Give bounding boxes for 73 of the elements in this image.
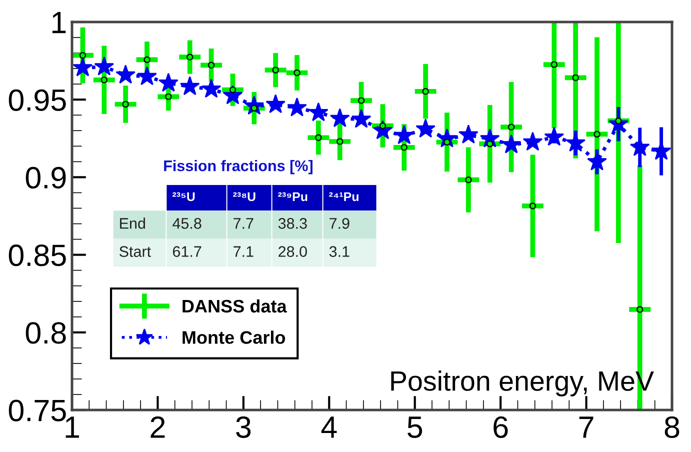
point — [330, 108, 350, 128]
annotation: Fission fractions [%] — [164, 160, 312, 174]
point — [315, 134, 322, 141]
annotation: 61.7 — [172, 246, 202, 257]
y-tick-label: 0.85 — [8, 244, 66, 266]
point — [572, 74, 579, 82]
point — [201, 78, 222, 98]
y-tick-label: 0.8 — [26, 322, 66, 344]
annotation: 3.1 — [329, 246, 350, 257]
x-tick-label: 8 — [664, 416, 680, 438]
x-tick-label: 4 — [321, 416, 337, 438]
point — [79, 52, 86, 59]
point — [272, 66, 279, 74]
x-tick-label: 7 — [579, 416, 594, 438]
point — [144, 56, 150, 64]
point — [501, 134, 522, 154]
point — [229, 86, 236, 94]
point — [444, 138, 450, 146]
point — [465, 176, 472, 184]
y-tick-label: 0.9 — [26, 166, 66, 189]
y-tick-label: 0.75 — [8, 400, 66, 422]
point — [287, 97, 307, 116]
x-tick-label: 2 — [150, 416, 165, 438]
annotation: 28.0 — [278, 246, 307, 257]
point — [594, 130, 600, 138]
point — [100, 76, 108, 84]
point — [358, 97, 365, 104]
x-tick-label: 5 — [408, 416, 422, 438]
annotation: Start — [119, 246, 151, 257]
point — [308, 102, 328, 122]
point — [94, 56, 114, 76]
x-tick-label: 3 — [236, 416, 251, 438]
point — [294, 69, 300, 76]
point — [522, 132, 543, 151]
point — [116, 64, 136, 84]
y-tick-label: 1 — [52, 12, 66, 34]
point — [208, 62, 215, 68]
annotation: ²⁴¹Pu — [329, 192, 358, 202]
legend-label: DANSS data — [182, 299, 287, 313]
point — [266, 94, 286, 114]
point — [416, 118, 436, 138]
y-tick-label: 0.95 — [8, 89, 66, 111]
point — [458, 124, 478, 144]
point — [486, 140, 494, 148]
point — [72, 57, 93, 76]
point — [400, 144, 408, 151]
annotation: 7.7 — [234, 218, 254, 229]
point — [336, 138, 344, 145]
point — [351, 108, 372, 128]
annotation: End — [120, 218, 145, 229]
point — [529, 202, 536, 210]
point — [550, 61, 558, 68]
x-tick-label: 6 — [494, 416, 508, 438]
point — [180, 76, 200, 96]
point — [544, 126, 564, 146]
point — [158, 72, 178, 92]
annotation: 7.1 — [234, 246, 254, 257]
point — [122, 100, 129, 108]
point — [186, 54, 194, 60]
annotation: 7.9 — [330, 218, 350, 229]
point — [165, 93, 172, 100]
annotation: 45.8 — [172, 218, 202, 229]
point — [379, 122, 386, 130]
point — [636, 306, 644, 313]
annotation: ²³⁹Pu — [278, 192, 308, 202]
annotation: ²³⁵U — [172, 192, 195, 202]
x-tick-label: 1 — [66, 416, 80, 438]
point — [508, 124, 515, 130]
point — [422, 88, 429, 95]
legend-label: Monte Carlo — [182, 330, 286, 344]
point — [137, 66, 157, 86]
annotation: 38.3 — [278, 218, 307, 229]
annotation: ²³⁸U — [233, 192, 256, 202]
